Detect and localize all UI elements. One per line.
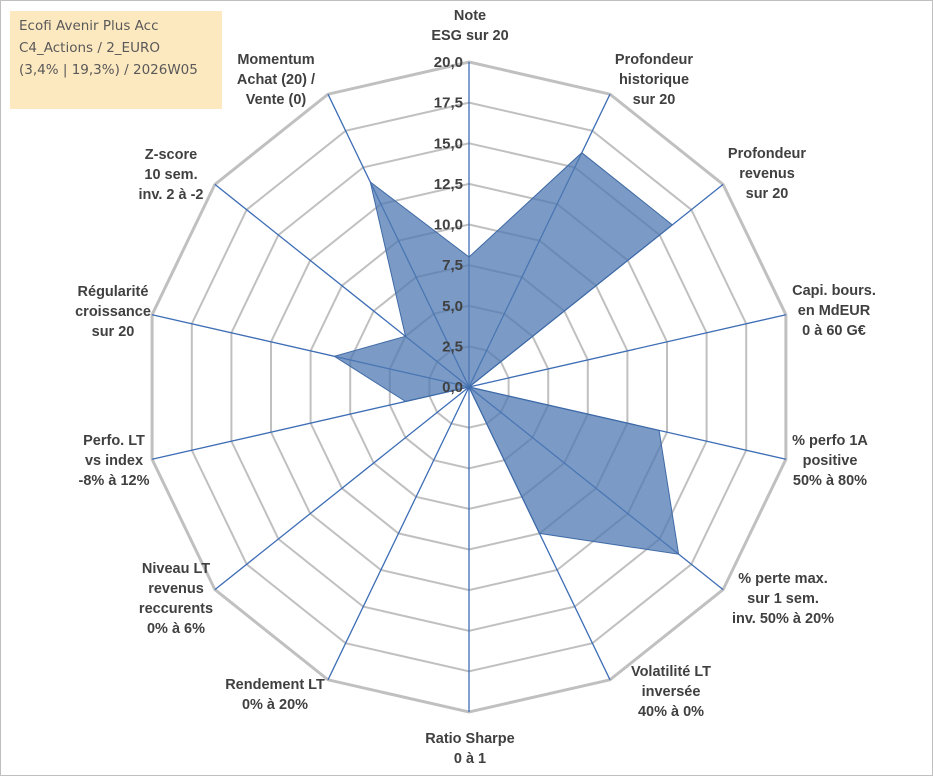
axis-label-line: reccurents xyxy=(139,601,213,617)
axis-label-line: revenus xyxy=(148,581,204,597)
radar-spoke xyxy=(327,386,470,681)
axis-label-line: Ratio Sharpe xyxy=(425,731,514,747)
radar-spoke xyxy=(468,314,787,388)
radar-ticks: 0,0 2,5 5,0 7,5 10,0 12,5 15,0 17,5 20,0 xyxy=(434,54,463,396)
axis-label: Momentum Achat (20) / Vente (0) xyxy=(237,52,315,108)
axis-label-line: 40% à 0% xyxy=(638,704,704,720)
axis-label-line: Vente (0) xyxy=(246,92,307,108)
tick-label: 7,5 xyxy=(442,257,463,274)
radar-axis-labels: Note ESG sur 20 Profondeur historique sur 20… xyxy=(75,8,876,767)
radar-spoke xyxy=(214,386,470,591)
axis-label-line: Profondeur xyxy=(728,146,806,162)
axis-label-line: inv. 2 à -2 xyxy=(138,187,203,203)
fund-category: C4_Actions / 2_EURO xyxy=(19,40,160,56)
tick-label: 0,0 xyxy=(442,379,463,396)
axis-label-line: Rendement LT xyxy=(225,677,325,693)
tick-label: 10,0 xyxy=(434,217,463,234)
axis-label: Régularité croissance sur 20 xyxy=(75,284,151,340)
axis-label-line: 0 à 60 G€ xyxy=(802,323,866,339)
fund-info-box: Ecofi Avenir Plus Acc C4_Actions / 2_EUR… xyxy=(10,11,222,109)
axis-label-line: 0% à 20% xyxy=(242,697,308,713)
axis-label: Capi. bours. en MdEUR 0 à 60 G€ xyxy=(792,283,876,339)
axis-label: Ratio Sharpe 0 à 1 xyxy=(425,731,514,767)
series-area xyxy=(333,152,680,555)
axis-label-line: croissance xyxy=(75,304,151,320)
axis-label-line: Momentum xyxy=(237,52,314,68)
tick-label: 5,0 xyxy=(442,298,463,315)
axis-label: Z-score 10 sem. inv. 2 à -2 xyxy=(138,147,203,203)
axis-label-line: inv. 50% à 20% xyxy=(732,611,834,627)
axis-label: Niveau LT revenus reccurents 0% à 6% xyxy=(139,561,213,637)
axis-label-line: sur 20 xyxy=(92,324,135,340)
axis-label: Profondeur historique sur 20 xyxy=(615,52,693,108)
tick-label: 17,5 xyxy=(434,95,463,112)
axis-label-line: 10 sem. xyxy=(144,167,197,183)
axis-label: % perte max. sur 1 sem. inv. 50% à 20% xyxy=(732,571,834,627)
radar-series xyxy=(333,152,680,555)
tick-label: 12,5 xyxy=(434,176,463,193)
axis-label-line: Z-score xyxy=(145,147,197,163)
axis-label-line: sur 20 xyxy=(633,92,676,108)
axis-label-line: Régularité xyxy=(78,284,149,300)
axis-label: % perfo 1A positive 50% à 80% xyxy=(792,433,868,489)
axis-label: Note ESG sur 20 xyxy=(431,8,508,44)
axis-label-line: en MdEUR xyxy=(798,303,871,319)
axis-label-line: Note xyxy=(454,8,486,24)
axis-label-line: % perte max. xyxy=(738,571,827,587)
axis-label: Profondeur revenus sur 20 xyxy=(728,146,806,202)
fund-stats: (3,4% | 19,3%) / 2026W05 xyxy=(19,62,198,78)
axis-label: Perfo. LT vs index -8% à 12% xyxy=(79,433,150,489)
axis-label-line: 0 à 1 xyxy=(454,751,486,767)
axis-label-line: Profondeur xyxy=(615,52,693,68)
tick-label: 20,0 xyxy=(434,54,463,71)
axis-label-line: vs index xyxy=(85,453,143,469)
axis-label-line: Volatilité LT xyxy=(631,664,711,680)
tick-label: 2,5 xyxy=(442,338,463,355)
axis-label: Rendement LT 0% à 20% xyxy=(225,677,325,713)
axis-label-line: historique xyxy=(619,72,689,88)
axis-label-line: 0% à 6% xyxy=(147,621,205,637)
axis-label-line: sur 1 sem. xyxy=(747,591,819,607)
axis-label-line: -8% à 12% xyxy=(79,473,150,489)
axis-label-line: revenus xyxy=(739,166,795,182)
axis-label-line: % perfo 1A xyxy=(792,433,868,449)
axis-label-line: 50% à 80% xyxy=(793,473,867,489)
tick-label: 15,0 xyxy=(434,135,463,152)
axis-label-line: Capi. bours. xyxy=(792,283,876,299)
fund-name: Ecofi Avenir Plus Acc xyxy=(19,18,159,34)
axis-label-line: inversée xyxy=(642,684,701,700)
axis-label: Volatilité LT inversée 40% à 0% xyxy=(631,664,711,720)
axis-label-line: ESG sur 20 xyxy=(431,28,508,44)
axis-label-line: sur 20 xyxy=(746,186,789,202)
axis-label-line: Perfo. LT xyxy=(83,433,145,449)
axis-label-line: positive xyxy=(803,453,858,469)
axis-label-line: Niveau LT xyxy=(142,561,210,577)
axis-label-line: Achat (20) / xyxy=(237,72,315,88)
